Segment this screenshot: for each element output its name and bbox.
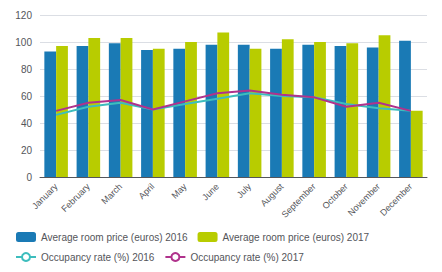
svg-text:May: May [170,181,189,200]
svg-text:April: April [137,181,157,201]
svg-text:80: 80 [21,64,33,75]
svg-text:October: October [320,181,350,211]
svg-text:Average room price (euros) 201: Average room price (euros) 2017 [223,232,370,243]
svg-text:Average room price (euros) 201: Average room price (euros) 2016 [41,232,188,243]
svg-text:September: September [280,181,318,219]
svg-text:120: 120 [15,10,32,21]
svg-text:100: 100 [15,37,32,48]
svg-text:Occupancy rate (%) 2016: Occupancy rate (%) 2016 [41,252,155,263]
svg-text:June: June [200,181,221,202]
svg-text:December: December [378,181,414,217]
svg-text:August: August [259,181,286,208]
svg-text:July: July [235,181,254,200]
svg-text:November: November [346,181,382,217]
svg-text:February: February [59,181,92,214]
svg-text:20: 20 [21,145,33,156]
svg-text:40: 40 [21,118,33,129]
svg-text:Occupancy rate (%) 2017: Occupancy rate (%) 2017 [190,252,304,263]
svg-text:January: January [30,181,60,211]
svg-text:60: 60 [21,91,33,102]
svg-text:0: 0 [26,172,32,183]
svg-text:March: March [99,181,124,206]
